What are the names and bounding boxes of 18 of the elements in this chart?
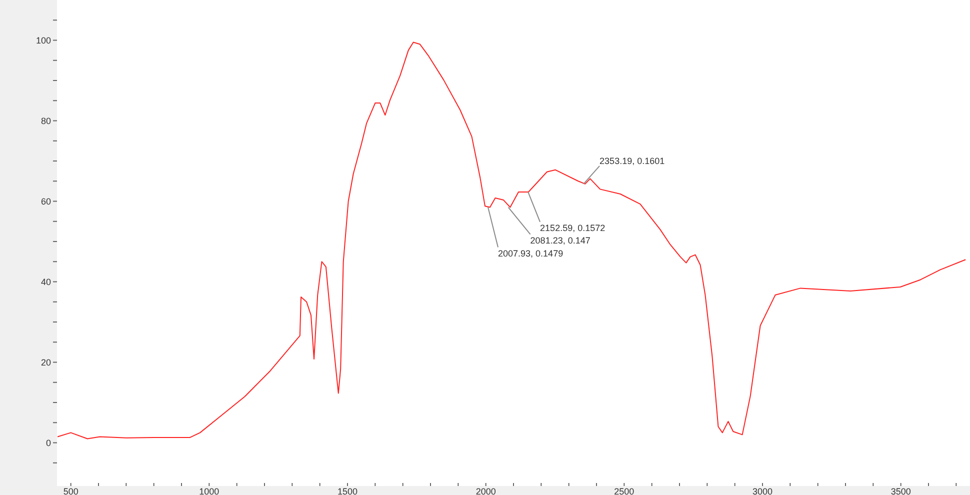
y-tick-label: 60 — [40, 196, 51, 206]
line-series — [57, 42, 966, 440]
x-tick-label: 1500 — [337, 486, 358, 495]
x-tick-label: 2500 — [614, 486, 634, 495]
x-tick-label: 500 — [63, 486, 78, 495]
x-tick-label: 3000 — [752, 486, 773, 495]
y-tick-label: 40 — [40, 276, 51, 287]
x-tick-label: 1000 — [199, 486, 220, 495]
annotation: 2353.19, 0.1601 — [600, 156, 665, 166]
x-tick-label: 3500 — [890, 486, 911, 495]
y-tick-label: 20 — [40, 357, 51, 368]
annotation: 2007.93, 0.1479 — [498, 248, 564, 258]
y-tick-label: 0 — [46, 438, 51, 448]
annotation: 2152.59, 0.1572 — [540, 222, 606, 233]
y-tick-label: 80 — [40, 116, 51, 126]
annotation: 2081.23, 0.147 — [530, 235, 590, 246]
y-tick-label: 100 — [36, 35, 51, 46]
x-tick-label: 2000 — [476, 486, 496, 495]
